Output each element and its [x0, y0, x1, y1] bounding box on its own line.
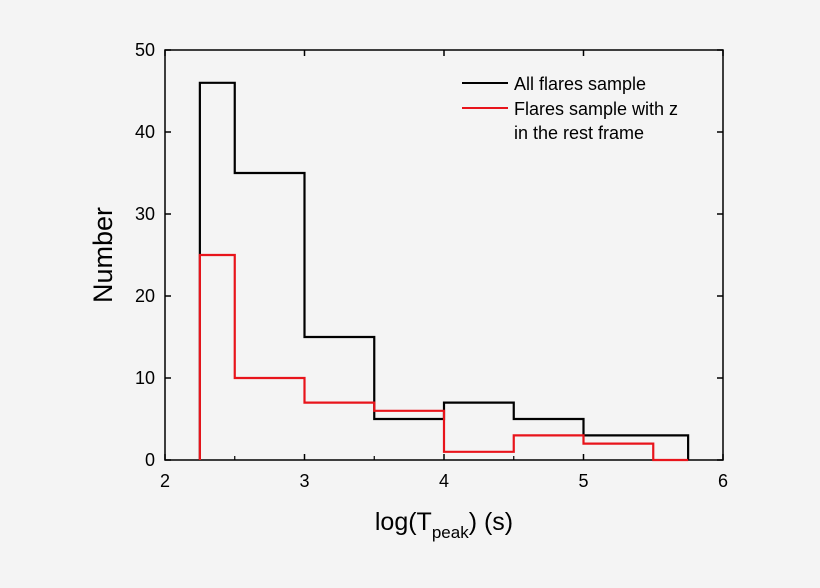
legend-label-all: All flares sample [514, 74, 646, 94]
legend-label-z: Flares sample with z [514, 99, 678, 119]
series-0-bin [305, 337, 375, 460]
x-tick-label: 3 [299, 471, 309, 491]
series-0-bin [200, 83, 235, 460]
series-1-bin [514, 435, 584, 460]
y-axis-label: Number [88, 207, 118, 303]
series-1-bin [584, 444, 654, 460]
series-0-bin [514, 419, 584, 460]
series-1-bin [444, 452, 514, 460]
series-0-bin [235, 173, 305, 460]
x-tick-label: 4 [439, 471, 449, 491]
series-1-bin [200, 255, 235, 460]
y-tick-label: 50 [135, 40, 155, 60]
series-1-step-line [198, 253, 689, 462]
series-0-bin [653, 435, 688, 460]
series-1-bin [305, 403, 375, 460]
legend-label-z-line2: in the rest frame [514, 123, 644, 143]
y-tick-label: 30 [135, 204, 155, 224]
x-axis-label: log(Tpeak) (s) [375, 508, 513, 542]
series-1-bin [235, 378, 305, 460]
x-tick-label: 5 [578, 471, 588, 491]
y-tick-label: 10 [135, 368, 155, 388]
series-0-bin [584, 435, 654, 460]
y-tick-label: 20 [135, 286, 155, 306]
legend: All flares sample Flares sample with z i… [462, 74, 678, 143]
y-tick-label: 0 [145, 450, 155, 470]
x-tick-label: 6 [718, 471, 728, 491]
series-0-bin [374, 419, 444, 460]
x-tick-label: 2 [160, 471, 170, 491]
y-tick-label: 40 [135, 122, 155, 142]
